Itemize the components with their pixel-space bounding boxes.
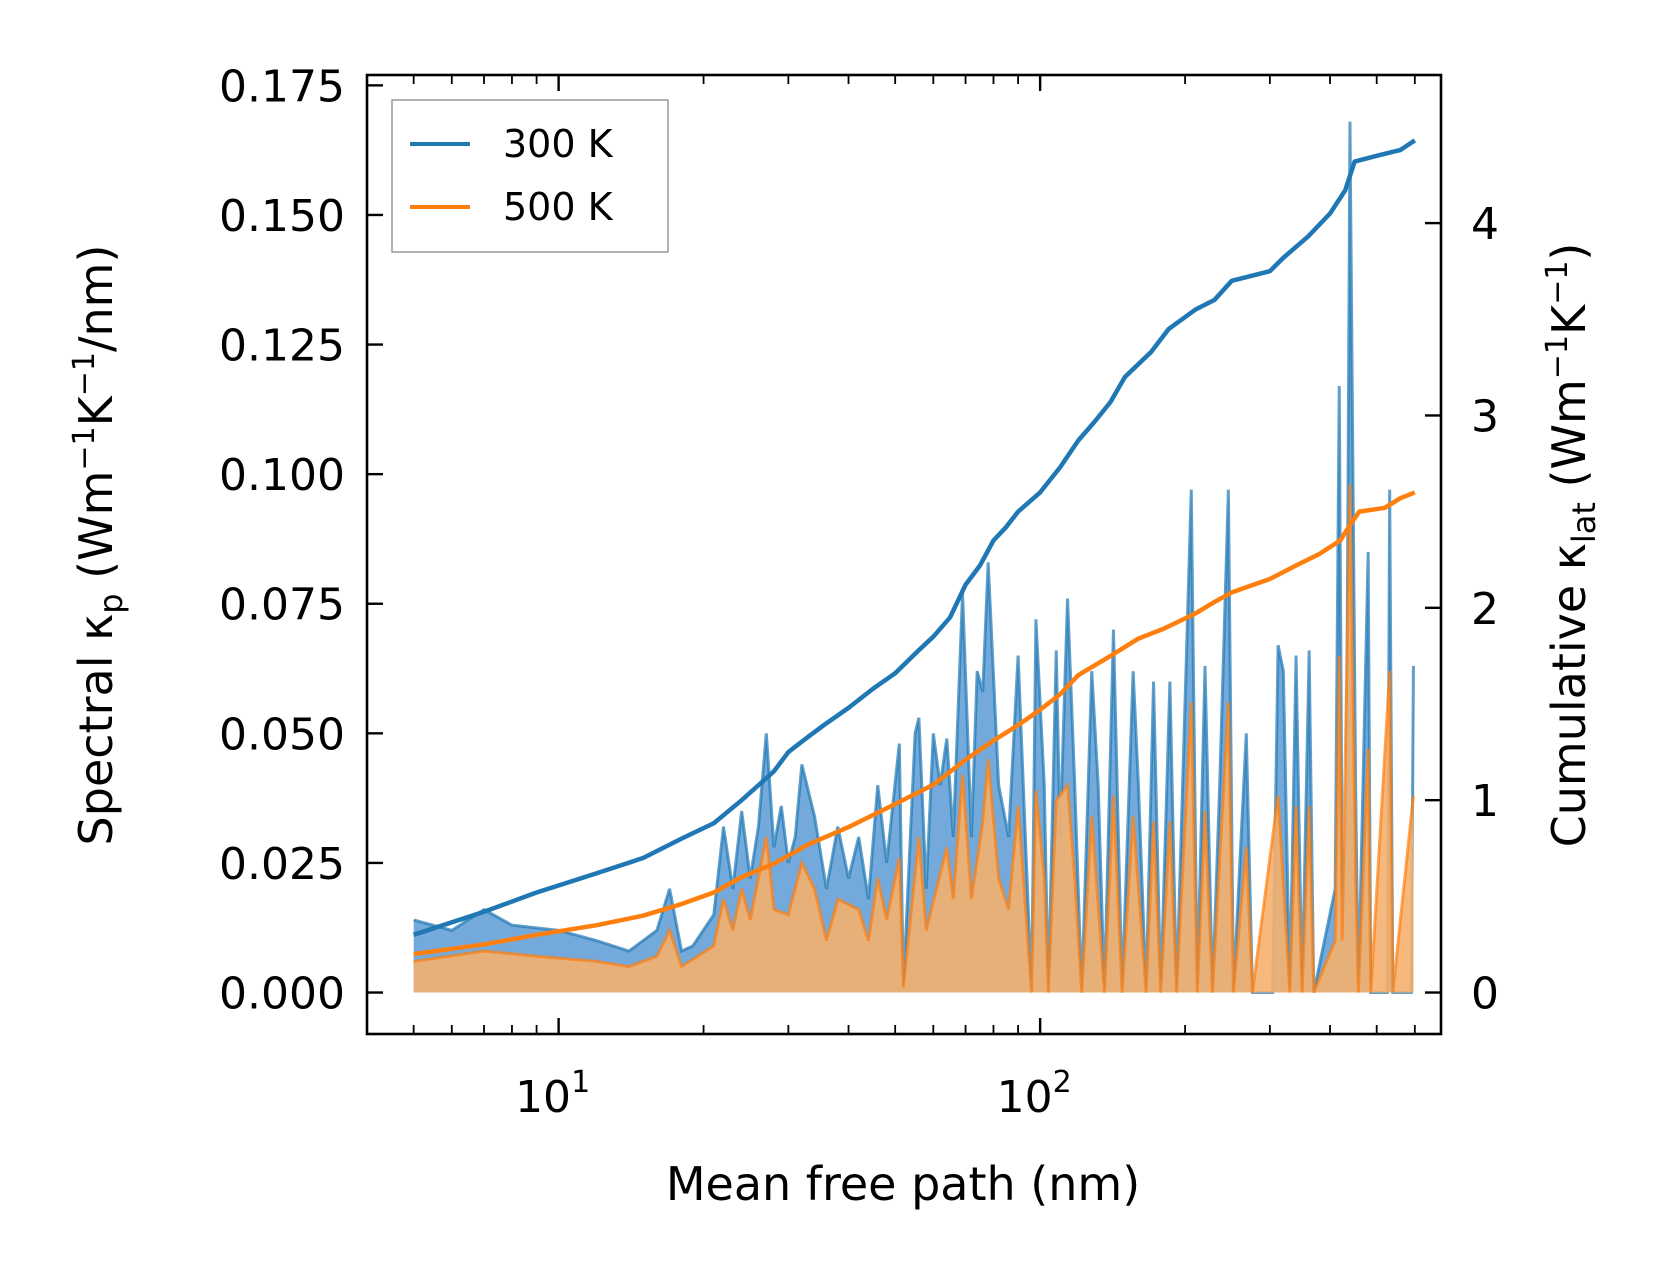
x-tick-label: 102 xyxy=(997,1065,1072,1123)
spectral-fill-300k xyxy=(413,121,1414,993)
left-axis-label-sup1: −1 xyxy=(67,426,102,470)
right-axis-label-main: Cumulative κ xyxy=(1542,543,1596,847)
legend-label-300k: 300 K xyxy=(503,122,614,166)
spectral-line-500k xyxy=(413,484,1415,994)
data-lines xyxy=(412,138,1417,957)
plot-frame xyxy=(365,73,1443,1036)
tick-labels: 0.000 0.025 0.050 0.075 0.100 0.125 0.150 0.175… xyxy=(219,61,1499,1123)
right-axis-label-mid: K xyxy=(1542,303,1596,335)
right-axis-label: Cumulative κlat (Wm−1K−1) xyxy=(1540,243,1603,848)
right-tick-label: 1 xyxy=(1471,776,1499,827)
right-tick-label: 3 xyxy=(1471,391,1499,442)
x-tick-base: 10 xyxy=(515,1072,571,1123)
left-axis-label-open: (Wm xyxy=(69,471,123,594)
legend-label-500k: 500 K xyxy=(503,185,614,229)
cumulative-line-500k xyxy=(413,490,1416,957)
left-axis-label-sub: p xyxy=(92,593,130,613)
left-tick-label: 0.175 xyxy=(219,61,345,112)
left-axis-label-end: /nm) xyxy=(69,245,123,352)
legend-box xyxy=(391,99,669,253)
left-tick-label: 0.125 xyxy=(219,321,345,372)
x-tick-base: 10 xyxy=(997,1072,1053,1123)
right-axis-label-sup1: −1 xyxy=(1540,335,1575,379)
x-tick-exp: 2 xyxy=(1053,1065,1072,1100)
left-tick-label: 0.050 xyxy=(219,709,345,760)
x-axis-label: Mean free path (nm) xyxy=(666,1157,1140,1211)
left-tick-label: 0.150 xyxy=(219,191,345,242)
left-axis-label-main: Spectral κ xyxy=(69,614,123,846)
x-tick-label: 101 xyxy=(515,1065,590,1123)
left-tick-label: 0.100 xyxy=(219,450,345,501)
left-axis-label-sup2: −1 xyxy=(67,352,102,396)
right-axis-label-open: (Wm xyxy=(1542,379,1596,502)
left-tick-label: 0.025 xyxy=(219,839,345,890)
right-tick-label: 0 xyxy=(1471,969,1499,1020)
legend: 300 K 500 K xyxy=(391,99,669,253)
left-tick-label: 0.075 xyxy=(219,580,345,631)
cumulative-line-300k xyxy=(412,138,1417,937)
left-axis-label-mid: K xyxy=(69,394,123,426)
right-tick-label: 4 xyxy=(1471,199,1499,250)
x-tick-exp: 1 xyxy=(571,1065,590,1100)
right-axis-label-end: ) xyxy=(1542,243,1596,261)
left-tick-label: 0.000 xyxy=(219,969,345,1020)
left-axis-label: Spectral κp (Wm−1K−1/nm) xyxy=(67,245,130,846)
right-tick-label: 2 xyxy=(1471,584,1499,635)
right-axis-label-sup2: −1 xyxy=(1540,261,1575,305)
right-axis-label-sub: lat xyxy=(1565,502,1603,543)
